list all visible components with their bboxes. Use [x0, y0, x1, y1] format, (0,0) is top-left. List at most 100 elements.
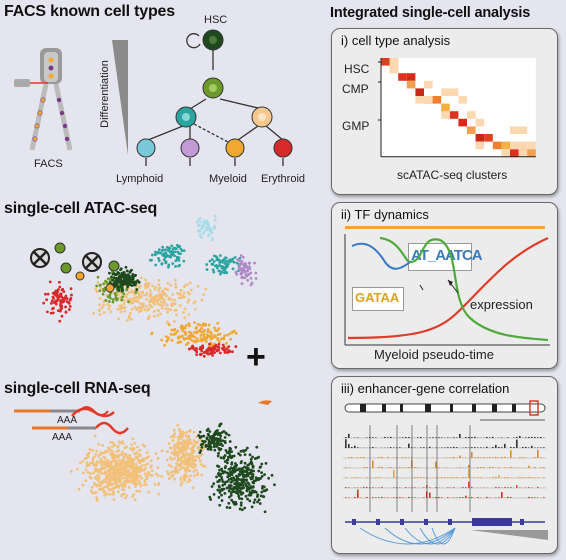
- scatter-point: [125, 292, 129, 296]
- signal-peak: [444, 477, 446, 478]
- signal-peak: [453, 446, 455, 448]
- scatter-point: [224, 270, 227, 274]
- scatter-point: [106, 477, 110, 481]
- signal-peak: [543, 497, 545, 498]
- scatter-point: [200, 349, 204, 353]
- signal-peak: [474, 447, 476, 448]
- signal-peak: [405, 487, 407, 488]
- scatter-point: [111, 300, 115, 304]
- scatter-point: [143, 472, 147, 476]
- scatter-point: [227, 349, 231, 352]
- scatter-point: [85, 461, 89, 465]
- signal-peak: [474, 477, 476, 478]
- scatter-point: [131, 470, 134, 474]
- signal-peak: [525, 487, 527, 488]
- signal-peak: [531, 477, 533, 478]
- scatter-point: [170, 253, 173, 257]
- scatter-point: [225, 333, 229, 337]
- signal-peak: [486, 436, 488, 438]
- scatter-point: [235, 261, 239, 265]
- scatter-point: [216, 321, 220, 325]
- scatter-point: [134, 471, 137, 475]
- scatter-point: [69, 297, 73, 301]
- signal-peak: [510, 450, 512, 458]
- signal-peak: [402, 497, 404, 498]
- signal-peak: [537, 477, 539, 478]
- scatter-point: [106, 480, 110, 484]
- scatter-point: [222, 260, 225, 264]
- scatter-point: [118, 463, 122, 467]
- scatter-point: [177, 245, 181, 249]
- scatter-point: [120, 494, 123, 498]
- signal-peak: [537, 449, 539, 458]
- signal-peak: [348, 444, 350, 448]
- scatter-point: [183, 326, 187, 330]
- scatter-point: [124, 274, 128, 277]
- scatter-point: [92, 471, 95, 475]
- scatter-point: [147, 307, 151, 311]
- scatter-point: [122, 488, 126, 492]
- signal-peak: [456, 467, 458, 468]
- scatter-point: [150, 296, 154, 300]
- scatter-point: [167, 323, 171, 327]
- signal-peak: [471, 452, 473, 458]
- scatter-point: [83, 456, 87, 460]
- scatter-point: [163, 343, 166, 347]
- scatter-point: [107, 300, 111, 303]
- scatter-point: [196, 284, 200, 288]
- scatter-point: [205, 268, 209, 271]
- signal-peak: [405, 457, 407, 458]
- scatter-point: [203, 338, 206, 341]
- scatter-point: [52, 301, 56, 304]
- scatter-point: [122, 485, 125, 489]
- signal-peak: [450, 487, 452, 488]
- scatter-point: [218, 351, 222, 355]
- scatter-point: [123, 306, 127, 309]
- exon: [472, 518, 512, 526]
- scatter-point: [108, 493, 112, 496]
- scatter-point: [207, 234, 210, 238]
- scatter-point: [188, 324, 191, 328]
- scatter-point: [190, 334, 194, 338]
- scatter-point: [124, 294, 127, 298]
- scatter-point: [147, 490, 151, 494]
- scatter-point: [128, 283, 132, 286]
- scatter-point: [87, 463, 91, 467]
- scatter-point: [173, 298, 177, 302]
- signal-peak: [468, 437, 470, 438]
- signal-peak: [507, 477, 509, 478]
- signal-peak: [387, 437, 389, 438]
- scatter-point: [178, 340, 182, 344]
- signal-peak: [447, 487, 449, 488]
- signal-peak: [519, 457, 521, 458]
- scatter-point: [96, 483, 100, 487]
- scatter-point: [60, 304, 64, 308]
- scatter-point: [119, 267, 123, 271]
- scatter-point: [50, 299, 54, 303]
- signal-peak: [483, 457, 485, 458]
- signal-peak: [408, 496, 410, 498]
- signal-peak: [399, 447, 401, 448]
- scatter-point: [179, 247, 183, 251]
- scatter-point: [144, 483, 148, 487]
- scatter-point: [238, 263, 242, 266]
- signal-peak: [492, 457, 494, 458]
- scatter-point: [148, 300, 151, 304]
- signal-peak: [504, 467, 506, 468]
- signal-peak: [543, 447, 545, 448]
- scatter-point: [99, 457, 102, 461]
- scatter-point: [112, 469, 116, 473]
- lymphoid-cell-icon: [136, 138, 156, 158]
- scatter-point: [116, 270, 120, 274]
- scatter-point: [153, 482, 157, 486]
- signal-peak: [531, 487, 533, 488]
- scatter-point: [166, 248, 170, 252]
- scatter-point: [196, 339, 200, 343]
- scatter-point: [101, 292, 105, 296]
- scatter-point: [150, 469, 154, 473]
- signal-peak: [462, 486, 464, 488]
- signal-peak: [519, 476, 521, 478]
- rna-title: single-cell RNA-seq: [4, 380, 151, 397]
- signal-peak: [450, 457, 452, 458]
- scatter-point: [180, 328, 184, 332]
